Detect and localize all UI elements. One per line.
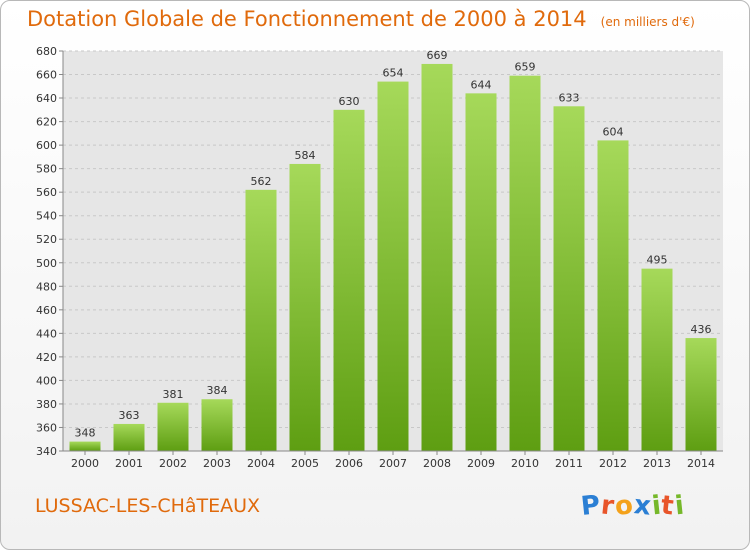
chart-title-text: Dotation Globale de Fonctionnement de 20…	[27, 7, 587, 31]
bar	[157, 402, 189, 451]
y-tick-label: 360	[36, 421, 57, 434]
bar	[201, 399, 233, 451]
x-tick-label: 2002	[159, 457, 187, 470]
y-tick-label: 540	[36, 210, 57, 223]
y-tick-label: 520	[36, 233, 57, 246]
bar-value-label: 654	[383, 67, 404, 80]
bar	[421, 63, 453, 452]
chart-title: Dotation Globale de Fonctionnement de 20…	[27, 7, 695, 31]
bar	[597, 140, 629, 452]
bar	[685, 338, 717, 451]
x-tick-label: 2001	[115, 457, 143, 470]
y-tick-label: 580	[36, 163, 57, 176]
bar-value-label: 659	[515, 61, 536, 74]
y-tick-label: 620	[36, 116, 57, 129]
bar	[245, 189, 277, 451]
y-tick-label: 440	[36, 327, 57, 340]
x-tick-label: 2010	[511, 457, 539, 470]
y-tick-label: 400	[36, 374, 57, 387]
unit-note: (en milliers d'€)	[600, 15, 695, 29]
y-axis: 340 360 380 400 420 440 460 480 500 520 540 560 580 6…	[36, 45, 64, 458]
x-tick-label: 2006	[335, 457, 363, 470]
y-tick-label: 560	[36, 186, 57, 199]
bars: 348 363 381 384 562 584 630 654 669 644 659 633 604 4…	[69, 49, 717, 452]
y-tick-label: 480	[36, 280, 57, 293]
proxiti-logo: Proxiti	[579, 490, 687, 522]
logo-letter: i	[673, 490, 687, 522]
y-tick-label: 420	[36, 351, 57, 364]
bar	[333, 109, 365, 451]
x-axis: 2000 2001 2002 2003 2004 2005 2006 2007 2008 2009…	[63, 450, 723, 470]
x-tick-label: 2012	[599, 457, 627, 470]
y-tick-label: 680	[36, 45, 57, 58]
x-tick-label: 2003	[203, 457, 231, 470]
bar-value-label: 584	[295, 149, 316, 162]
bar	[113, 423, 145, 451]
bar	[641, 268, 673, 451]
bar	[465, 93, 497, 452]
bar-value-label: 562	[251, 175, 272, 188]
y-tick-label: 460	[36, 304, 57, 317]
bar	[553, 106, 585, 451]
y-tick-label: 600	[36, 139, 57, 152]
bar-value-label: 495	[647, 254, 668, 267]
bar-value-label: 644	[471, 78, 492, 91]
y-tick-label: 340	[36, 445, 57, 458]
bar-value-label: 384	[207, 384, 228, 397]
bar-value-label: 633	[559, 91, 580, 104]
y-tick-label: 640	[36, 92, 57, 105]
x-tick-label: 2005	[291, 457, 319, 470]
x-tick-label: 2014	[687, 457, 715, 470]
bar	[377, 81, 409, 452]
bar-value-label: 630	[339, 95, 360, 108]
y-tick-label: 660	[36, 69, 57, 82]
x-tick-label: 2000	[71, 457, 99, 470]
x-tick-label: 2007	[379, 457, 407, 470]
y-tick-label: 380	[36, 398, 57, 411]
bar-value-label: 436	[691, 323, 712, 336]
x-tick-label: 2013	[643, 457, 671, 470]
y-tick-label: 500	[36, 257, 57, 270]
bar-value-label: 348	[75, 427, 96, 440]
bar-value-label: 604	[603, 125, 624, 138]
bar-value-label: 381	[163, 388, 184, 401]
bar	[69, 441, 101, 451]
bar-value-label: 363	[119, 409, 140, 422]
x-tick-label: 2008	[423, 457, 451, 470]
bar-value-label: 669	[427, 49, 448, 62]
x-tick-label: 2009	[467, 457, 495, 470]
x-tick-label: 2011	[555, 457, 583, 470]
commune-name: LUSSAC-LES-CHâTEAUX	[35, 495, 261, 517]
bar	[509, 75, 541, 452]
bar	[289, 163, 321, 452]
x-tick-label: 2004	[247, 457, 275, 470]
